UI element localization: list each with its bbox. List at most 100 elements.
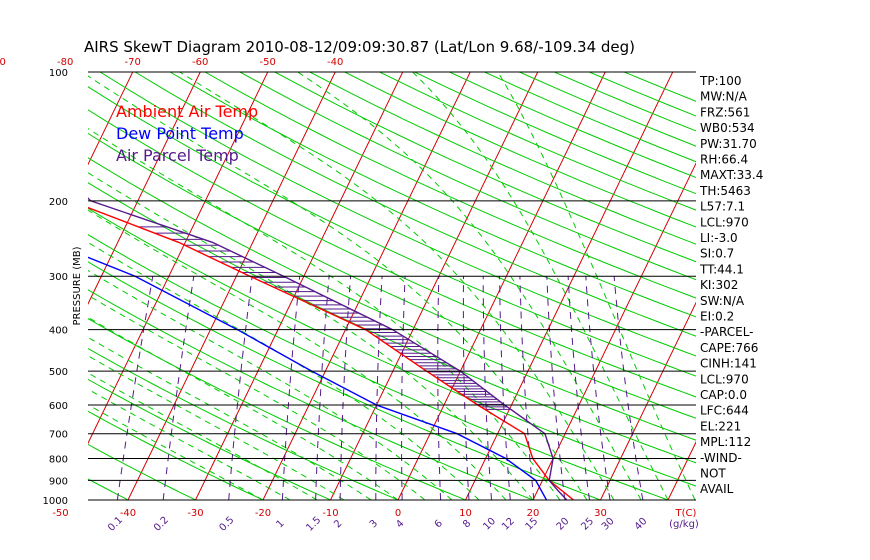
profile-lines xyxy=(88,197,574,500)
isotherm-line xyxy=(88,72,269,445)
index-label: MW:N/A xyxy=(700,90,748,104)
pressure-tick-label: 100 xyxy=(49,68,68,79)
dry-adiabat-line xyxy=(134,72,696,337)
mixing-ratio-tick-label: 40 xyxy=(633,516,650,533)
top-temp-tick-label: -50 xyxy=(260,57,276,68)
mixing-ratio-line xyxy=(546,276,566,500)
dry-adiabat-line xyxy=(169,72,696,318)
index-label: AVAIL xyxy=(700,482,734,496)
mixing-ratio-tick-label: 1.5 xyxy=(304,515,323,534)
mixing-ratio-tick-label: 8 xyxy=(461,518,473,530)
dry-adiabat-line xyxy=(88,182,696,464)
moist-adiabat-line xyxy=(88,316,399,500)
index-label: -WIND- xyxy=(700,451,742,465)
dry-adiabat-line xyxy=(379,72,696,211)
index-label: RH:66.4 xyxy=(700,153,748,167)
x-axis-label: T(C) xyxy=(675,508,697,519)
index-label: CAP:0.0 xyxy=(700,388,747,402)
index-label: TT:44.1 xyxy=(699,262,744,276)
index-label: LCL:970 xyxy=(700,372,749,386)
bottom-temp-tick-label: -40 xyxy=(120,508,136,519)
isotherm-line xyxy=(262,72,471,500)
dry-adiabat-line xyxy=(88,410,264,500)
isotherm-line xyxy=(465,72,674,500)
bottom-temp-tick-label: 20 xyxy=(527,508,540,519)
isobars xyxy=(88,71,696,501)
bottom-temp-tick-label: -20 xyxy=(255,508,271,519)
moist-adiabat-line xyxy=(179,72,615,500)
dry-adiabat-line xyxy=(88,132,696,419)
bottom-temp-tick-label: -50 xyxy=(52,508,68,519)
mixing-ratio-tick-label: 2 xyxy=(332,518,344,530)
mixing-ratio-line xyxy=(162,276,195,500)
dry-adiabat-line xyxy=(88,86,696,377)
index-label: SI:0.7 xyxy=(700,247,734,261)
mixing-ratio-line xyxy=(499,276,511,500)
bottom-temp-tick-label: 0 xyxy=(395,508,401,519)
pressure-tick-label: 900 xyxy=(49,476,68,487)
legend: Ambient Air Temp Dew Point Temp Air Parcel… xyxy=(116,102,258,165)
index-label: CAPE:766 xyxy=(700,341,758,355)
dry-adiabat-line xyxy=(204,72,696,299)
moist-adiabat-line xyxy=(88,336,372,500)
index-label: NOT xyxy=(700,467,726,481)
ambient-air-templine xyxy=(88,206,574,500)
index-label: LI:-3.0 xyxy=(700,231,738,245)
isotherm-line xyxy=(803,72,870,500)
index-label: CINH:141 xyxy=(700,357,757,371)
bottom-temp-tick-label: 10 xyxy=(459,508,472,519)
dry-adiabat-line xyxy=(274,72,696,263)
isotherm-line xyxy=(330,72,539,500)
pressure-tick-label: 200 xyxy=(49,197,68,208)
moist-adiabat-line xyxy=(88,172,534,500)
mixing-ratio-tick-label: 3 xyxy=(368,518,380,530)
isotherm-line xyxy=(88,72,134,166)
mixing-ratio-line xyxy=(281,276,301,500)
isotherm-line xyxy=(600,301,696,500)
index-label: EL:221 xyxy=(700,419,741,433)
moist-adiabat-line xyxy=(88,128,561,500)
isotherm-line xyxy=(532,162,696,500)
pressure-tick-label: 1000 xyxy=(43,496,68,507)
mixing-ratio-tick-label: 12 xyxy=(500,516,517,533)
mixing-ratio-line xyxy=(567,276,590,500)
index-label: PW:31.70 xyxy=(700,137,757,151)
dry-adiabat-line xyxy=(88,318,466,500)
dry-adiabat-line xyxy=(88,443,196,500)
index-label: KI:302 xyxy=(700,278,738,292)
mixing-ratio-tick-label: 6 xyxy=(433,518,445,530)
pressure-tick-label: 400 xyxy=(49,326,68,337)
mixing-ratio-line xyxy=(482,276,492,500)
index-label: WB0:534 xyxy=(700,121,755,135)
index-label: TP:100 xyxy=(699,74,742,88)
dry-adiabat-line xyxy=(88,157,696,441)
legend-entry: Air Parcel Temp xyxy=(116,146,239,165)
mixing-ratio-tick-label: 0.5 xyxy=(217,515,236,534)
mixing-ratio-tick-label: 20 xyxy=(555,516,572,533)
mixing-ratio-line xyxy=(613,276,644,500)
mixing-ratio-line xyxy=(315,276,330,500)
dry-adiabat-line xyxy=(88,347,399,500)
dry-adiabat-line xyxy=(88,234,669,500)
bottom-temp-tick-label: -10 xyxy=(322,508,338,519)
pressure-tick-label: 300 xyxy=(49,272,68,283)
mixing-ratio-line xyxy=(116,276,154,500)
dry-adiabat-line xyxy=(88,109,696,398)
moist-adiabat-line xyxy=(297,72,642,500)
mixing-ratio-line xyxy=(375,276,383,500)
mixing-ratio-line xyxy=(437,276,442,500)
moist-adiabat-line xyxy=(88,75,588,500)
moist-adiabat-line xyxy=(412,72,669,500)
moist-adiabat-line xyxy=(497,72,696,500)
index-label: EI:0.2 xyxy=(700,310,734,324)
mixing-ratio-line xyxy=(585,276,611,500)
top-temp-tick-label: -90 xyxy=(0,57,6,68)
index-label: LFC:644 xyxy=(700,404,749,418)
legend-entry: Dew Point Temp xyxy=(116,124,244,143)
mixing-ratio-line xyxy=(339,276,352,500)
mixing-ratio-tick-label: 10 xyxy=(481,516,498,533)
legend-entry: Ambient Air Temp xyxy=(116,102,258,121)
moist-adiabat-line xyxy=(88,355,345,500)
